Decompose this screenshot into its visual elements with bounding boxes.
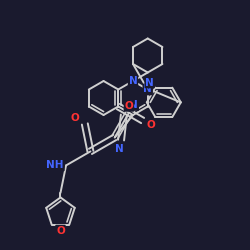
Text: NH: NH: [46, 160, 64, 170]
Text: N: N: [145, 78, 154, 88]
Text: O: O: [146, 120, 155, 130]
Text: N: N: [115, 144, 124, 154]
Text: O: O: [124, 101, 133, 111]
Text: O: O: [70, 113, 79, 123]
Text: O: O: [56, 226, 65, 235]
Text: N: N: [128, 76, 138, 86]
Text: N: N: [130, 100, 138, 110]
Text: N: N: [143, 84, 152, 94]
